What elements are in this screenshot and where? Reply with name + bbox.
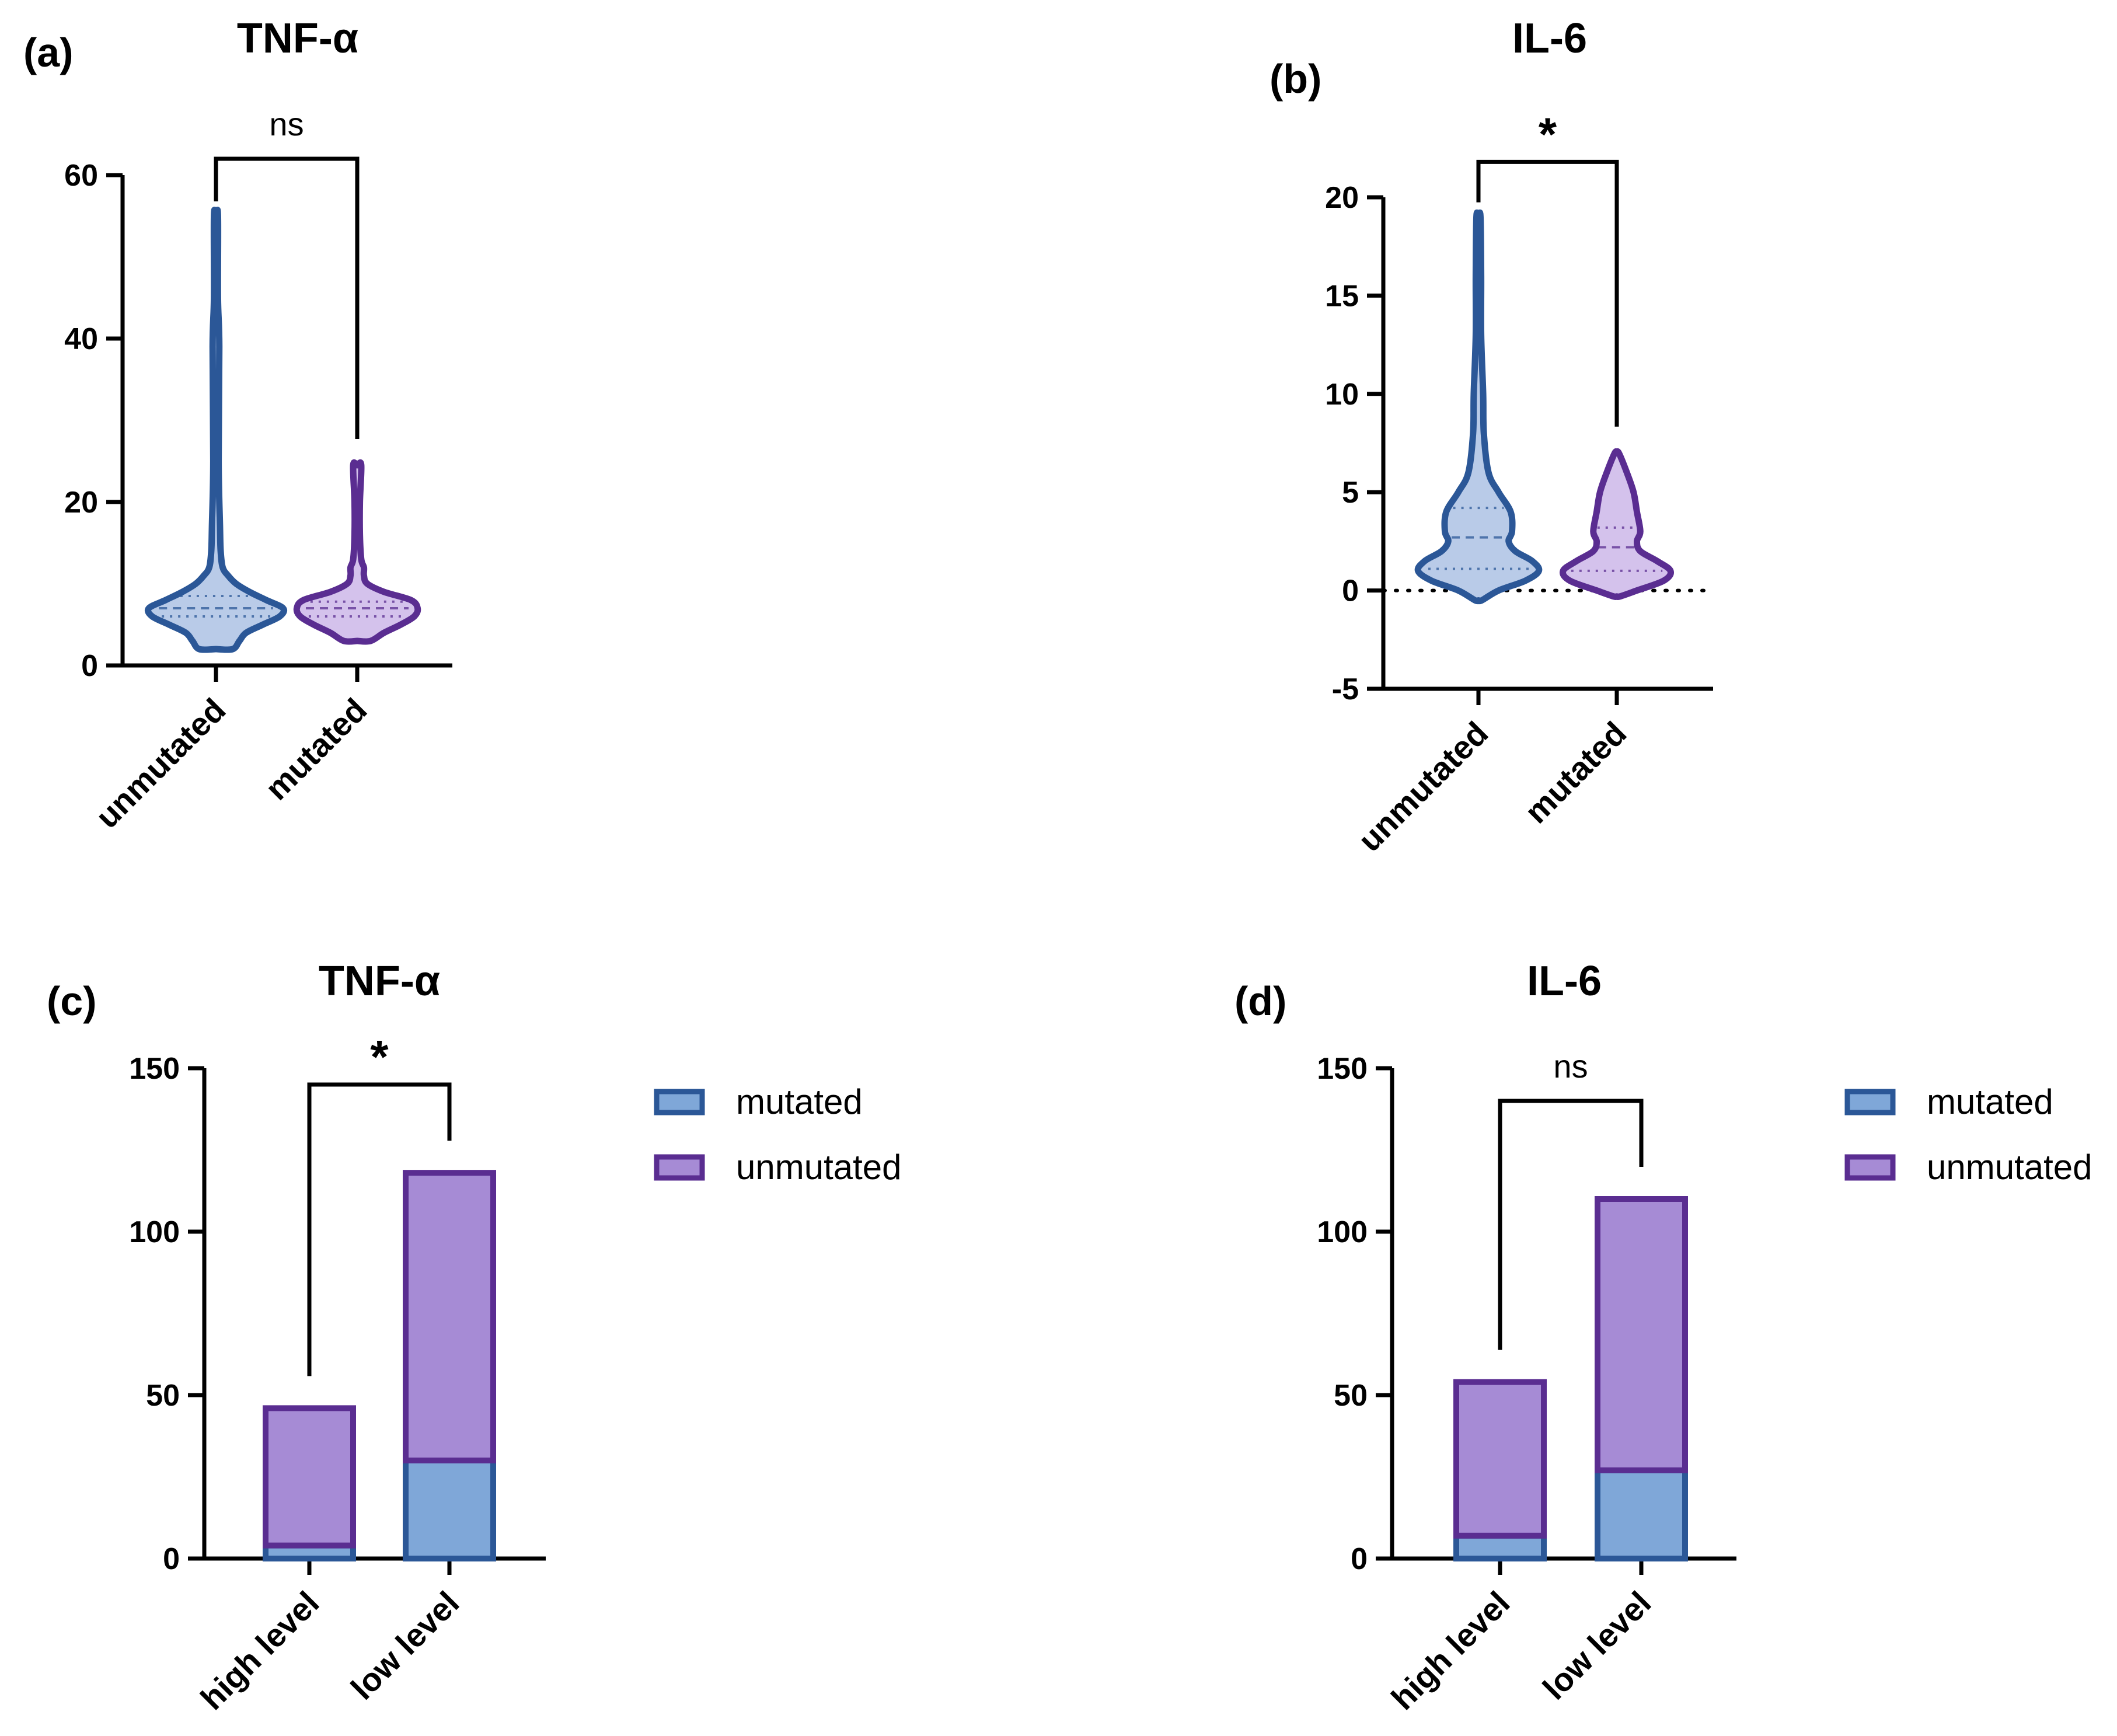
violin-unmutated	[1414, 209, 1543, 605]
comparison-bracket	[1476, 159, 1619, 427]
bar-segment-mutated	[403, 1458, 496, 1561]
comparison-d: ns	[1498, 1048, 1644, 1350]
bar-stack-high-level	[263, 1405, 356, 1562]
comparison-a: ns	[214, 106, 360, 439]
y-tick-label: 50	[1334, 1379, 1368, 1413]
bar-segment-unmutated	[263, 1405, 356, 1549]
panel-title-a: TNF-α	[236, 15, 359, 62]
y-tick-label: 60	[64, 159, 98, 193]
legend-swatch-unmutated	[654, 1154, 705, 1181]
violin-mutated	[293, 459, 421, 645]
y-tick-label: 15	[1325, 279, 1359, 313]
y-tick-label: 0	[1342, 574, 1359, 608]
y-tick-label: 150	[129, 1052, 180, 1086]
violin-body	[1560, 448, 1674, 600]
violin-body	[144, 207, 288, 653]
comparison-bracket	[1498, 1099, 1644, 1350]
x-tick-label: unmutated	[89, 691, 233, 835]
comparison-c: *	[307, 1031, 452, 1376]
x-tick-label: mutated	[1518, 714, 1634, 831]
bar-segment-unmutated	[1595, 1196, 1688, 1473]
x-tick-label: unmutated	[1351, 714, 1495, 859]
violin-body	[293, 459, 421, 645]
x-tick-label: high level	[193, 1584, 326, 1717]
y-tick-label: 100	[129, 1215, 180, 1249]
legend-d: mutated unmutated	[1844, 1082, 2092, 1187]
significance-label: *	[370, 1031, 389, 1083]
bar-stack-low-level	[403, 1170, 496, 1561]
panel-label-b: (b)	[1269, 56, 1322, 102]
bar-stack-low-level	[1595, 1196, 1688, 1562]
comparison-bracket	[214, 156, 360, 439]
y-tick-label: 40	[64, 322, 98, 356]
violin-mutated	[1560, 448, 1674, 600]
panel-label-a: (a)	[23, 30, 74, 75]
legend-label-unmutated: unmutated	[736, 1148, 902, 1187]
panel-title-d: IL-6	[1526, 958, 1602, 1005]
y-tick-label: 0	[1351, 1542, 1368, 1576]
legend-swatch-mutated	[654, 1089, 705, 1115]
panel-title-c: TNF-α	[318, 958, 441, 1005]
legend-label-unmutated: unmutated	[1927, 1148, 2092, 1187]
y-tick-label: 100	[1317, 1215, 1368, 1249]
violin-body	[1414, 209, 1543, 605]
significance-label: *	[1539, 108, 1557, 160]
y-tick-label: 50	[146, 1379, 180, 1413]
y-tick-label: 20	[1325, 181, 1359, 215]
legend-swatch-unmutated	[1844, 1154, 1896, 1181]
axes-b: -5 0 5 10 15 20 unmutated mutated	[1325, 181, 1713, 859]
panel-label-c: (c)	[47, 978, 97, 1024]
y-tick-label: 20	[64, 486, 98, 520]
y-tick-label: -5	[1332, 672, 1359, 706]
violin-unmutated	[144, 207, 288, 653]
comparison-bracket	[307, 1082, 452, 1376]
significance-label: ns	[1553, 1048, 1588, 1085]
comparison-b: *	[1476, 108, 1619, 427]
y-tick-label: 10	[1325, 378, 1359, 412]
x-tick-label: low level	[344, 1584, 466, 1707]
legend-label-mutated: mutated	[736, 1082, 863, 1121]
x-tick-label: high level	[1384, 1584, 1516, 1717]
y-tick-label: 0	[81, 649, 98, 683]
bar-segment-unmutated	[403, 1170, 496, 1463]
y-tick-label: 150	[1317, 1052, 1368, 1086]
bar-segment-mutated	[1595, 1467, 1688, 1562]
bar-segment-mutated	[1453, 1532, 1547, 1562]
legend-c: mutated unmutated	[654, 1082, 902, 1187]
bar-stack-high-level	[1453, 1379, 1547, 1562]
panel-title-b: IL-6	[1512, 15, 1587, 62]
legend-swatch-mutated	[1844, 1089, 1896, 1115]
y-tick-label: 0	[163, 1542, 180, 1576]
significance-label: ns	[269, 106, 304, 142]
x-tick-label: low level	[1536, 1584, 1658, 1707]
y-tick-label: 5	[1342, 476, 1359, 510]
x-tick-label: mutated	[258, 691, 374, 807]
axes-a: 0 20 40 60 unmutated mutated	[64, 159, 452, 835]
bar-segment-unmutated	[1453, 1379, 1547, 1539]
legend-label-mutated: mutated	[1927, 1082, 2053, 1121]
panel-label-d: (d)	[1234, 978, 1287, 1024]
